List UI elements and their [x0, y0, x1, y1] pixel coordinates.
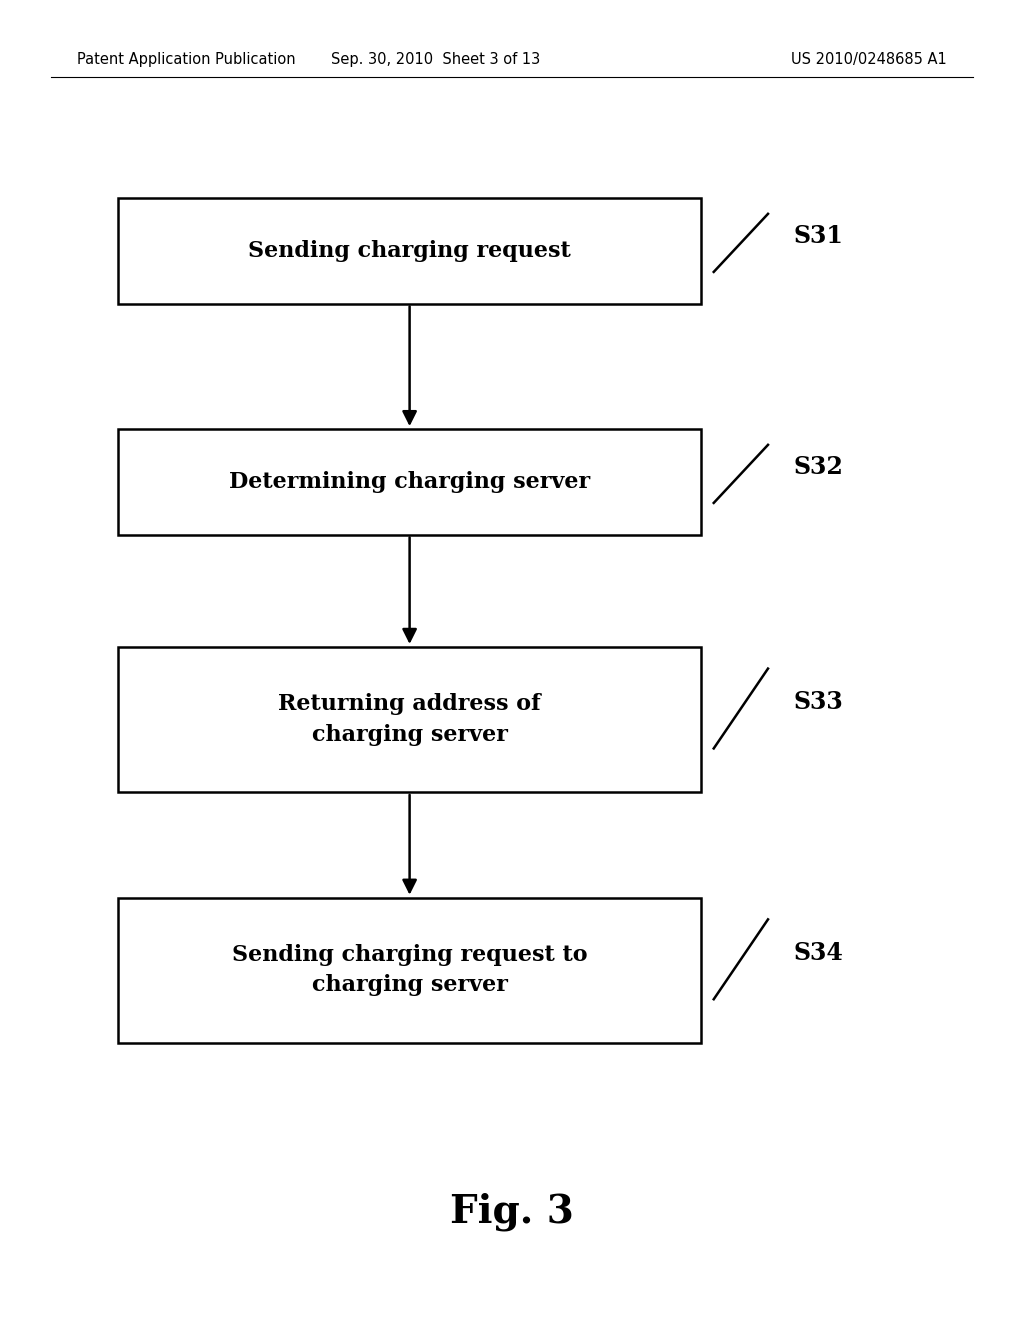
- Bar: [118, 198, 701, 304]
- Text: Sending charging request: Sending charging request: [248, 240, 571, 261]
- Text: S33: S33: [794, 690, 844, 714]
- Bar: [118, 429, 701, 535]
- Text: Determining charging server: Determining charging server: [229, 471, 590, 492]
- Text: S31: S31: [794, 224, 844, 248]
- Text: Sending charging request to
charging server: Sending charging request to charging ser…: [231, 944, 588, 997]
- Text: Fig. 3: Fig. 3: [451, 1192, 573, 1232]
- Text: Patent Application Publication: Patent Application Publication: [77, 51, 296, 67]
- Bar: [118, 647, 701, 792]
- Bar: [118, 898, 701, 1043]
- Text: S32: S32: [794, 455, 844, 479]
- Text: S34: S34: [794, 941, 844, 965]
- Text: US 2010/0248685 A1: US 2010/0248685 A1: [792, 51, 947, 67]
- Text: Sep. 30, 2010  Sheet 3 of 13: Sep. 30, 2010 Sheet 3 of 13: [331, 51, 540, 67]
- Text: Returning address of
charging server: Returning address of charging server: [279, 693, 541, 746]
